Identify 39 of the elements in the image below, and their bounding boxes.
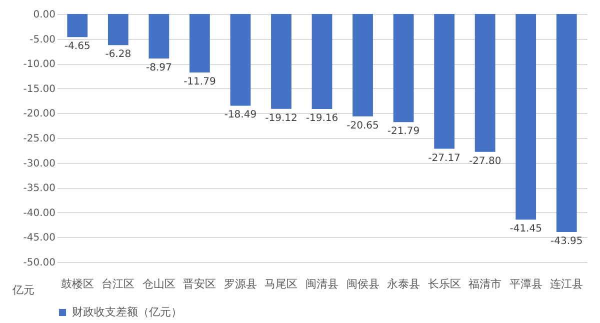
x-tick-label: 仓山区: [142, 278, 176, 290]
x-tick-label: 连江县: [550, 278, 584, 290]
text: -27.80: [468, 156, 502, 167]
text: -20.65: [346, 120, 379, 132]
x-tick-label: 福清市: [468, 278, 502, 290]
text: -8.97: [146, 62, 172, 74]
text: -41.45: [510, 224, 542, 235]
x-tick-label: 鼓楼区: [60, 278, 94, 290]
y-tick-label: -15.00: [23, 84, 56, 95]
y-tick-label: 0.00: [33, 10, 56, 20]
y-tick-label: -10.00: [23, 59, 56, 70]
y-tick-label: -30.00: [23, 158, 56, 170]
text: -43.95: [550, 236, 583, 247]
text: -19.16: [306, 113, 338, 124]
x-tick-label: 永泰县: [387, 278, 420, 290]
legend-label: 财政收支差额（亿元）: [72, 306, 182, 318]
y-tick-label: -45.00: [23, 232, 56, 244]
x-tick-label: 罗源县: [224, 278, 257, 290]
x-tick-label: 晋安区: [183, 278, 216, 290]
x-tick-label: 长乐区: [428, 278, 461, 290]
text: -4.65: [64, 41, 90, 52]
text: -18.49: [224, 110, 257, 121]
y-tick-label: -25.00: [23, 134, 56, 144]
y-tick-label: -50.00: [23, 258, 56, 268]
y-axis-title: 亿元: [12, 284, 34, 296]
text: -19.12: [265, 112, 298, 124]
text: -27.17: [428, 152, 460, 164]
x-tick-label: 平潭县: [509, 278, 542, 290]
y-tick-label: -40.00: [23, 208, 56, 219]
x-tick-label: 台江区: [102, 278, 135, 290]
y-tick-label: -20.00: [23, 108, 56, 120]
y-tick-label: -35.00: [23, 183, 56, 194]
x-tick-label: 马尾区: [264, 278, 298, 290]
text: -21.79: [387, 126, 420, 138]
x-tick-label: 闽清县: [306, 278, 338, 290]
text: -11.79: [184, 76, 216, 88]
x-tick-label: 闽侯县: [346, 278, 380, 290]
y-tick-label: -5.00: [30, 34, 56, 46]
text: -6.28: [105, 49, 132, 60]
